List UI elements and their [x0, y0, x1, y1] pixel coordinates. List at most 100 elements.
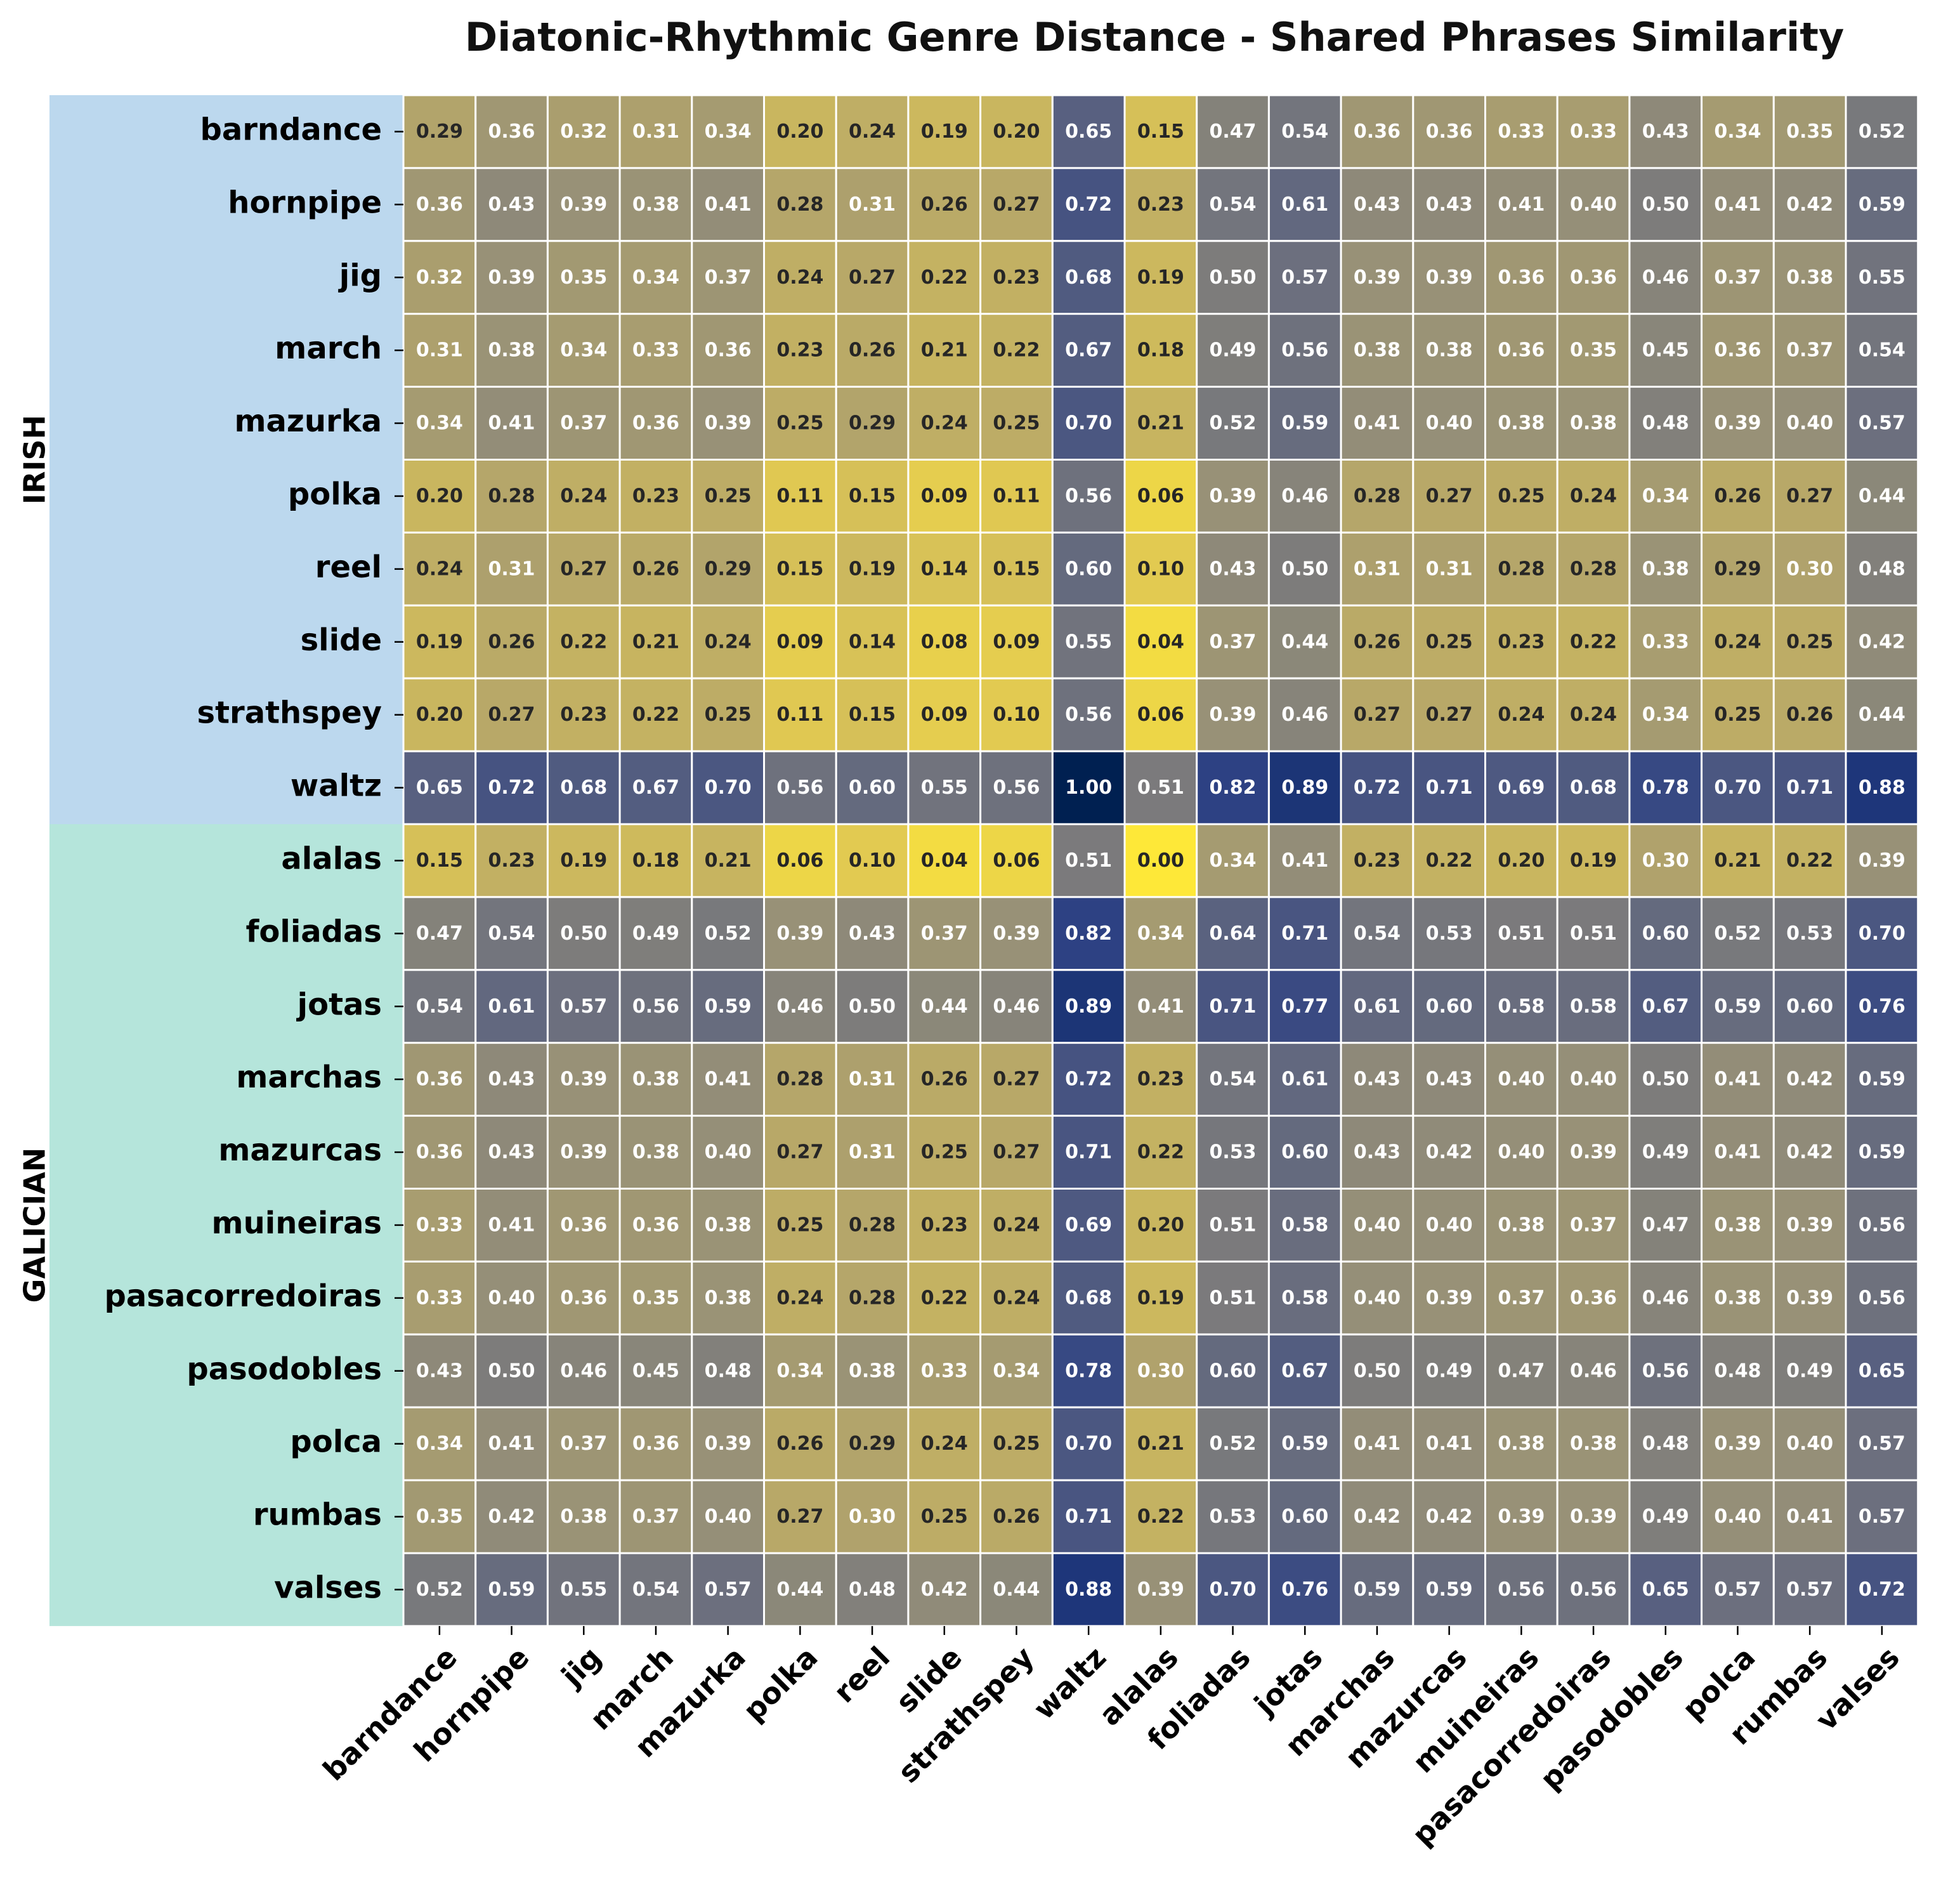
cell-value-label: 0.28: [1354, 485, 1401, 507]
cell-value-label: 0.31: [632, 121, 679, 143]
cell-value-label: 0.59: [1859, 1141, 1905, 1164]
cell-value-label: 0.21: [705, 850, 752, 872]
cell-value-label: 0.78: [1642, 777, 1689, 799]
cell-value-label: 0.22: [993, 339, 1040, 362]
heatmap-cell: [1267, 677, 1342, 752]
heatmap-cell: [1845, 1333, 1919, 1408]
heatmap-cell: [1412, 1260, 1487, 1336]
heatmap-cell: [979, 896, 1054, 971]
cell-value-label: 0.22: [632, 704, 679, 726]
cell-value-label: 0.59: [1426, 1579, 1473, 1601]
cell-value-label: 0.20: [776, 121, 823, 143]
cell-value-label: 0.37: [1786, 339, 1833, 362]
cell-value-label: 0.24: [1570, 704, 1617, 726]
cell-value-label: 0.56: [1281, 339, 1328, 362]
cell-value-label: 0.26: [632, 558, 679, 580]
heatmap-cell: [763, 1333, 837, 1408]
cell-value-label: 0.89: [1065, 995, 1112, 1018]
cell-value-label: 0.25: [1786, 631, 1833, 653]
cell-value-label: 0.29: [849, 1433, 896, 1455]
y-tick-label-polca: polca: [290, 1424, 382, 1460]
heatmap-cell: [979, 531, 1054, 607]
cell-value-label: 0.50: [560, 922, 607, 945]
cell-value-label: 0.27: [1354, 704, 1401, 726]
heatmap-cell: [1051, 1479, 1126, 1554]
cell-value-label: 0.42: [1354, 1506, 1401, 1528]
heatmap-cell: [979, 167, 1054, 242]
heatmap-cell: [1845, 1115, 1919, 1190]
heatmap-cell: [1845, 94, 1919, 169]
heatmap-cell: [618, 240, 693, 315]
cell-value-label: 0.71: [1281, 922, 1328, 945]
cell-value-label: 0.34: [416, 1433, 463, 1455]
cell-value-label: 0.06: [776, 850, 823, 872]
cell-value-label: 0.42: [488, 1506, 535, 1528]
cell-value-label: 0.36: [416, 194, 463, 216]
heatmap-cell: [691, 240, 766, 315]
cell-value-label: 0.18: [1137, 339, 1184, 362]
cell-value-label: 0.61: [1281, 194, 1328, 216]
cell-value-label: 0.40: [1354, 1214, 1401, 1236]
heatmap-cell: [402, 1042, 477, 1117]
cell-value-label: 0.41: [705, 1068, 752, 1091]
y-tick-label-strathspey: strathspey: [197, 695, 382, 731]
cell-value-label: 0.11: [776, 485, 823, 507]
cell-value-label: 0.53: [1210, 1141, 1257, 1164]
heatmap-cell: [1267, 969, 1342, 1044]
cell-value-label: 0.34: [632, 266, 679, 289]
cell-value-label: 0.51: [1210, 1287, 1257, 1309]
cell-value-label: 0.37: [632, 1506, 679, 1528]
heatmap-cell: [1556, 1042, 1631, 1117]
heatmap-cell: [907, 823, 982, 898]
cell-value-label: 0.41: [488, 1433, 535, 1455]
cell-value-label: 0.41: [1281, 850, 1328, 872]
heatmap-cell: [763, 94, 837, 169]
y-tick-label-slide: slide: [301, 622, 382, 658]
heatmap-cell: [1556, 823, 1631, 898]
heatmap-cell: [835, 896, 910, 971]
heatmap-cell: [763, 677, 837, 752]
cell-value-label: 0.42: [1426, 1506, 1473, 1528]
cell-value-label: 0.15: [849, 704, 896, 726]
heatmap-cell: [1340, 240, 1415, 315]
cell-value-label: 0.38: [1354, 339, 1401, 362]
cell-value-label: 0.40: [1426, 1214, 1473, 1236]
cell-value-label: 0.56: [1570, 1579, 1617, 1601]
heatmap-cell: [1196, 313, 1270, 388]
heatmap-cell: [691, 823, 766, 898]
cell-value-label: 0.34: [993, 1360, 1040, 1382]
y-tick-label-march: march: [275, 331, 382, 366]
cell-value-label: 0.08: [921, 631, 968, 653]
cell-value-label: 0.27: [776, 1506, 823, 1528]
cell-value-label: 0.38: [1498, 1214, 1545, 1236]
heatmap-cell: [1412, 604, 1487, 680]
cell-value-label: 0.50: [488, 1360, 535, 1382]
heatmap-cell: [835, 1188, 910, 1263]
cell-value-label: 0.60: [1281, 1141, 1328, 1164]
heatmap-cell: [474, 1333, 549, 1408]
cell-value-label: 0.26: [921, 1068, 968, 1091]
heatmap-cell: [1628, 677, 1703, 752]
heatmap-cell: [1628, 94, 1703, 169]
cell-value-label: 0.50: [849, 995, 896, 1018]
cell-value-label: 0.22: [560, 631, 607, 653]
cell-value-label: 0.57: [560, 995, 607, 1018]
heatmap-cell: [1628, 969, 1703, 1044]
cell-value-label: 0.56: [1065, 704, 1112, 726]
heatmap-cell: [763, 1115, 837, 1190]
cell-value-label: 0.27: [993, 1141, 1040, 1164]
cell-value-label: 0.41: [1354, 1433, 1401, 1455]
cell-value-label: 0.52: [1210, 1433, 1257, 1455]
heatmap-cell: [1628, 1188, 1703, 1263]
cell-value-label: 0.39: [488, 266, 535, 289]
heatmap-cell: [474, 750, 549, 825]
cell-value-label: 0.54: [1859, 339, 1905, 362]
heatmap-cell: [546, 750, 621, 825]
heatmap-cell: [907, 1333, 982, 1408]
heatmap-cell: [1701, 750, 1775, 825]
heatmap-cell: [1701, 1552, 1775, 1627]
cell-value-label: 0.26: [776, 1433, 823, 1455]
cell-value-label: 0.24: [560, 485, 607, 507]
heatmap-cell: [979, 1188, 1054, 1263]
heatmap-cell: [1196, 750, 1270, 825]
